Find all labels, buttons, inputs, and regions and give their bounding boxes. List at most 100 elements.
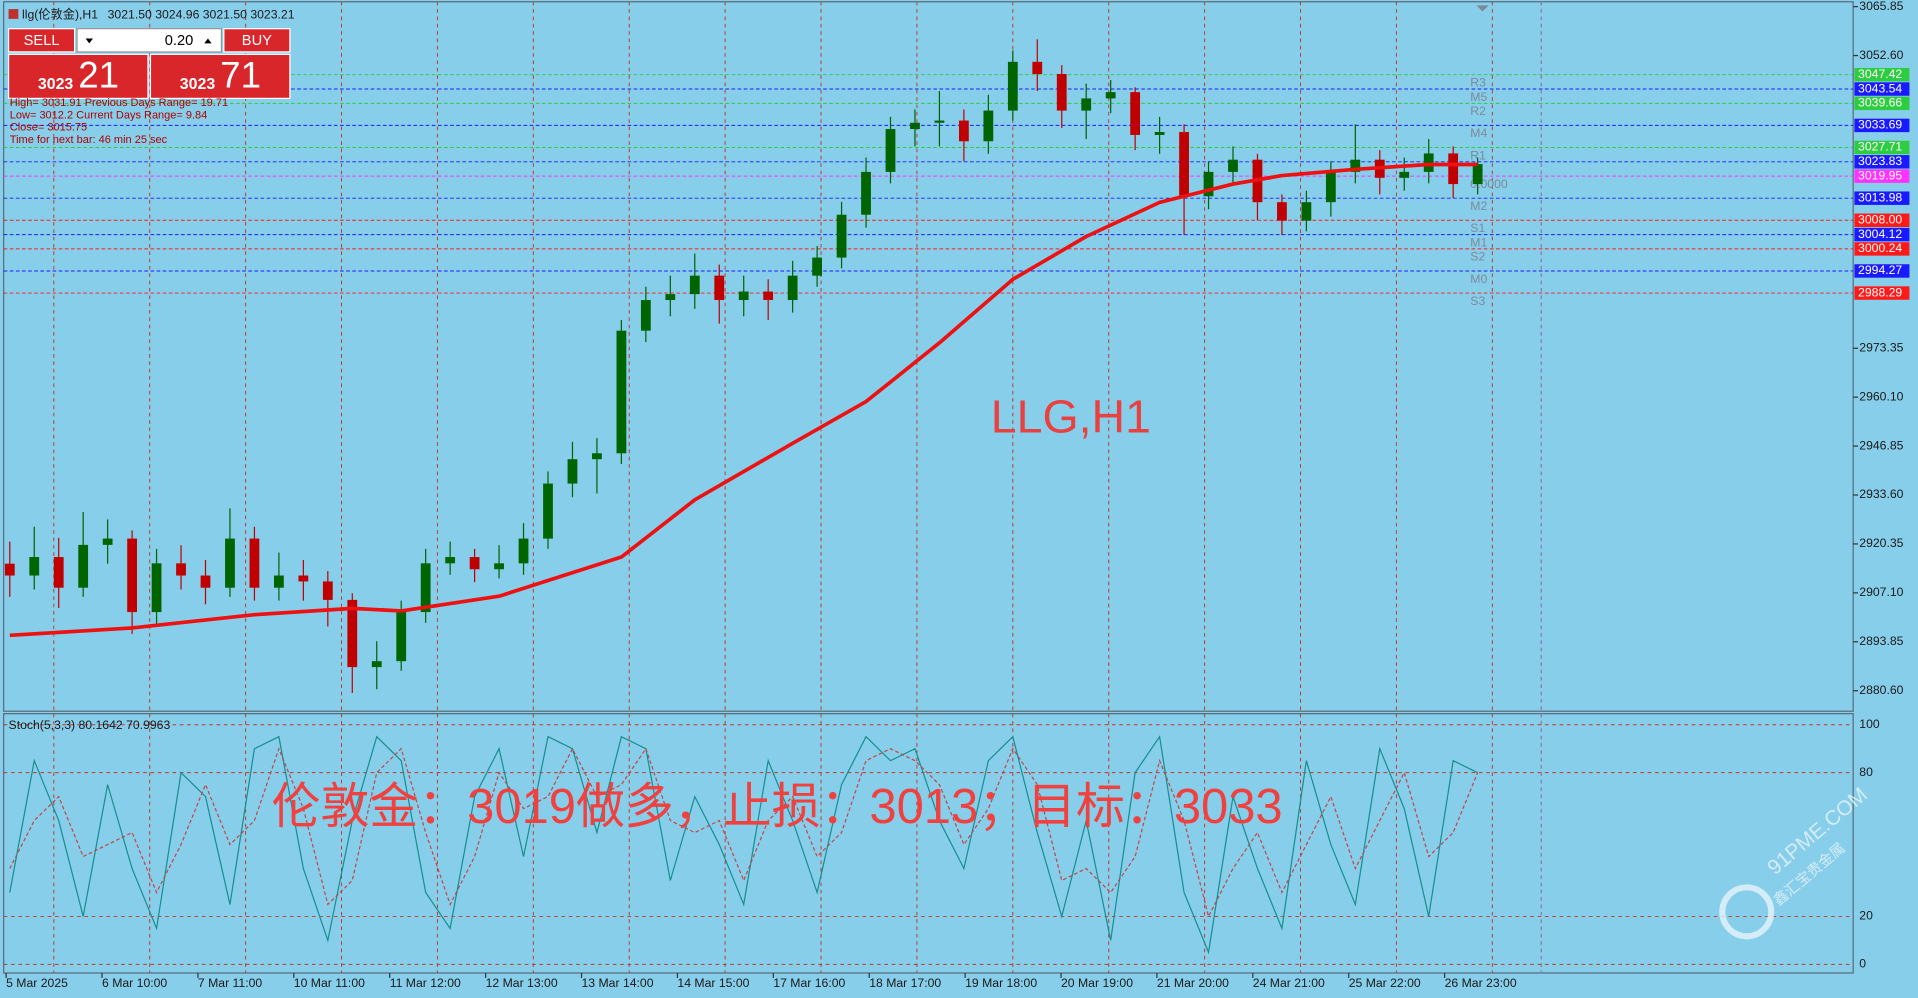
stoch-main — [9, 735, 1478, 955]
y-tick-label: 2880.60 — [1859, 683, 1903, 697]
candle-body — [420, 563, 431, 613]
candle-body — [543, 483, 553, 539]
candle-body — [1423, 153, 1434, 172]
level-price-box — [1854, 67, 1910, 82]
buy-label: BUY — [242, 33, 272, 49]
lot-value: 0.20 — [165, 33, 194, 49]
stoch-title: Stoch(5,3,3) 80.1642 70.9963 — [9, 718, 171, 732]
candle-body — [1081, 98, 1092, 111]
level-price-box — [1854, 191, 1910, 205]
x-tick-label: 20 Mar 19:00 — [1061, 976, 1133, 990]
level-price: 2994.27 — [1858, 263, 1902, 277]
level-price: 3019.95 — [1858, 168, 1902, 182]
buy-button[interactable] — [223, 28, 291, 53]
candle-body — [1350, 159, 1361, 172]
candle-body — [763, 291, 774, 301]
stoch-tick-label: 80 — [1859, 765, 1873, 779]
candle-body — [127, 538, 137, 613]
info-line: Close= 3015.75 — [10, 122, 87, 134]
lot-field[interactable] — [76, 28, 223, 53]
candle-body — [934, 120, 945, 123]
x-tick-label: 12 Mar 13:00 — [486, 976, 558, 990]
x-tick-label: 26 Mar 23:00 — [1445, 976, 1517, 990]
level-price-box — [1854, 264, 1910, 278]
info-line: High= 3031.91 Previous Days Range= 19.71 — [10, 97, 228, 109]
level-price-box — [1854, 242, 1910, 256]
candle-body — [1105, 92, 1116, 99]
y-tick-label: 3065.85 — [1859, 0, 1903, 13]
stoch-tick-label: 0 — [1859, 957, 1866, 971]
level-price-box — [1854, 169, 1910, 183]
level-name: M5 — [1470, 90, 1487, 104]
candle-body — [298, 575, 309, 582]
y-tick-label: 2973.35 — [1859, 340, 1903, 354]
candle-body — [151, 563, 162, 613]
level-price: 3039.66 — [1858, 96, 1902, 110]
sell-button[interactable] — [7, 28, 76, 53]
level-name: M2 — [1470, 199, 1487, 213]
candle-body — [1007, 61, 1018, 111]
y-tick-label: 2933.60 — [1859, 487, 1903, 501]
candle-body — [445, 557, 456, 564]
y-tick-label: 2920.35 — [1859, 536, 1903, 550]
x-tick-label: 18 Mar 17:00 — [869, 976, 941, 990]
x-tick-label: 17 Mar 16:00 — [773, 976, 845, 990]
level-price-box — [1854, 140, 1910, 155]
candle-body — [1301, 202, 1312, 221]
x-tick-label: 24 Mar 21:00 — [1253, 976, 1325, 990]
candle-body — [592, 453, 602, 460]
shift-marker — [1476, 5, 1489, 12]
candle-body — [812, 257, 822, 276]
ask-box[interactable] — [149, 53, 291, 100]
y-tick-label: 3052.60 — [1859, 48, 1903, 62]
candle-body — [861, 171, 871, 215]
candle-body — [102, 538, 113, 545]
candle-body — [53, 557, 64, 588]
candle-body — [787, 275, 798, 301]
grid — [3, 1, 1854, 973]
level-price: 3043.54 — [1858, 81, 1902, 95]
candle-body — [4, 563, 15, 576]
candle-body — [1325, 171, 1336, 203]
x-tick-label: 11 Mar 12:00 — [390, 976, 461, 990]
level-price: 3000.24 — [1858, 241, 1902, 255]
x-tick-label: 10 Mar 11:00 — [294, 976, 365, 990]
price-panel-frame — [3, 1, 1854, 712]
candle-body — [1130, 92, 1141, 135]
x-tick-label: 13 Mar 14:00 — [582, 976, 654, 990]
candle-body — [249, 538, 260, 588]
bid-box[interactable] — [7, 53, 149, 100]
candle-body — [640, 300, 651, 331]
candle-body — [78, 544, 89, 588]
candle-body — [665, 294, 676, 301]
level-price-box — [1854, 286, 1910, 300]
candle-body — [616, 330, 627, 454]
candle-body — [1032, 61, 1043, 75]
level-price-box — [1854, 213, 1910, 227]
level-name: S2 — [1470, 250, 1485, 264]
y-tick-label: 2907.10 — [1859, 585, 1903, 599]
x-tick-label: 21 Mar 20:00 — [1157, 976, 1229, 990]
bid-small: 21 — [78, 54, 119, 95]
level-price-box — [1854, 82, 1910, 96]
candle-body — [1448, 153, 1459, 185]
lot-down[interactable] — [85, 38, 93, 44]
level-price-box — [1854, 155, 1910, 169]
plot — [4, 39, 1483, 955]
x-tick-label: 25 Mar 22:00 — [1349, 976, 1421, 990]
level-price: 3004.12 — [1858, 227, 1902, 241]
y-tick-label: 2960.10 — [1859, 389, 1903, 403]
level-price-box — [1854, 227, 1910, 242]
candle-body — [1399, 171, 1410, 178]
candle-body — [1472, 164, 1483, 185]
level-price: 3027.71 — [1858, 140, 1902, 154]
candle-body — [1203, 171, 1214, 197]
level-name: S1 — [1470, 221, 1485, 235]
sell-label: SELL — [24, 33, 60, 49]
candle-body — [518, 538, 529, 564]
lot-up[interactable] — [204, 38, 212, 44]
candle-body — [371, 661, 382, 668]
candle-body — [689, 275, 700, 295]
